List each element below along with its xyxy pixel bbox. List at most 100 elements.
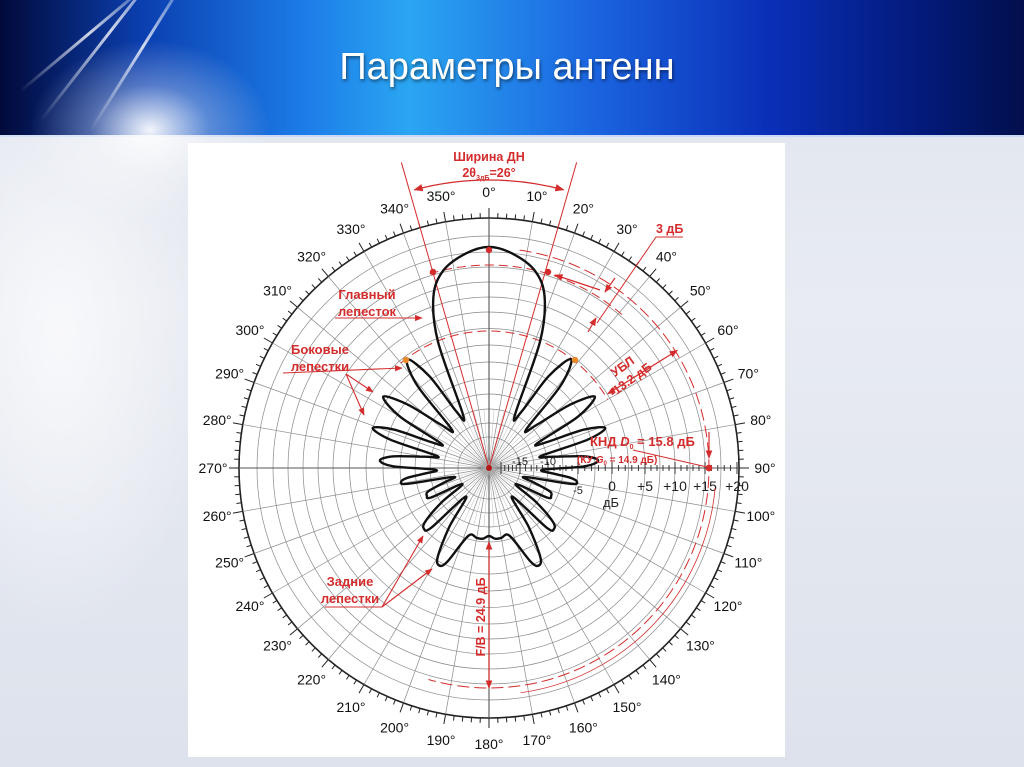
- angle-tick: [717, 569, 723, 573]
- radial-line-minor: [447, 426, 490, 469]
- angle-tick: [243, 397, 249, 400]
- angle-label: 270°: [199, 460, 228, 476]
- angle-label: 0°: [482, 184, 495, 200]
- radial-tick-label: 0: [608, 478, 616, 494]
- angle-tick: [531, 714, 535, 725]
- angle-label: 300°: [235, 322, 264, 338]
- radial-line-minor: [488, 467, 531, 510]
- half-power-arrow: [554, 274, 601, 291]
- radial-line-minor: [488, 467, 495, 527]
- angle-tick: [690, 317, 696, 322]
- radial-line: [403, 232, 490, 469]
- angle-tick: [338, 669, 343, 675]
- angle-tick: [331, 266, 336, 272]
- angle-label: 190°: [427, 732, 456, 748]
- radial-line: [488, 467, 615, 685]
- angle-tick: [565, 225, 569, 231]
- angle-tick: [426, 220, 430, 226]
- radial-line-minor: [488, 467, 505, 526]
- angle-tick: [353, 679, 357, 685]
- radial-line-minor: [454, 419, 490, 469]
- angle-tick: [331, 664, 336, 670]
- angle-tick: [523, 715, 525, 721]
- radial-line-minor: [488, 467, 515, 522]
- slide-title-text: Параметры антенн: [339, 46, 675, 88]
- angle-tick: [621, 679, 625, 685]
- peak-level-circle: [428, 249, 710, 689]
- angle-tick: [409, 705, 413, 711]
- angle-tick: [729, 536, 735, 539]
- angle-label: 170°: [522, 732, 551, 748]
- radial-line: [488, 232, 575, 469]
- angle-tick: [287, 310, 293, 315]
- antenna-radiation-pattern: 0° 10° 20° 30° 40° 50° 60° 70° 80° 90° 100° 110° 120…: [199, 150, 776, 752]
- angle-tick: [717, 363, 723, 367]
- back-lobes-label-2: лепестки: [321, 591, 379, 606]
- radial-line-minor: [431, 467, 490, 484]
- angle-tick: [705, 337, 715, 344]
- angle-tick: [241, 405, 247, 409]
- radial-line-minor: [483, 467, 490, 527]
- back-lobes-label-1: Задние: [327, 574, 374, 589]
- angle-tick: [735, 422, 746, 426]
- angle-label: 20°: [573, 201, 594, 217]
- angle-tick: [613, 684, 620, 694]
- radial-tick-label: -5: [573, 485, 583, 497]
- radial-scale: -15 -10 -5 0 +5 +10 +15 +20: [512, 456, 749, 497]
- angle-tick: [368, 242, 373, 248]
- angle-tick: [299, 297, 304, 302]
- angle-tick: [605, 242, 610, 248]
- beamwidth-value: 2θ3дБ=26°: [462, 166, 515, 182]
- peak-marker: [485, 246, 493, 254]
- angle-tick: [709, 347, 715, 352]
- radial-line: [488, 467, 533, 715]
- angle-tick: [655, 278, 660, 283]
- angle-tick: [453, 715, 455, 721]
- directivity-label: КНД D0 = 15.8 дБ: [590, 434, 695, 451]
- angle-tick: [726, 544, 732, 548]
- angle-label: 280°: [203, 412, 232, 428]
- radial-line: [488, 467, 681, 629]
- radial-line: [403, 467, 490, 704]
- angle-label: 260°: [203, 508, 232, 524]
- angle-tick: [582, 699, 585, 705]
- angle-tick: [259, 577, 265, 581]
- radial-line: [488, 307, 681, 469]
- angle-tick: [305, 290, 310, 295]
- angle-tick: [680, 628, 689, 636]
- half-power-circle: [429, 264, 626, 318]
- radial-tick-label: +5: [637, 478, 653, 494]
- angle-tick: [255, 569, 261, 573]
- radial-tick-label: +15: [693, 478, 717, 494]
- angle-tick: [453, 215, 455, 221]
- angle-tick: [338, 261, 343, 267]
- side-lobes-label-2: лепестки: [291, 359, 349, 374]
- angle-tick: [426, 710, 430, 716]
- angle-tick: [384, 696, 388, 702]
- angle-tick: [705, 592, 715, 599]
- radial-tick-label: +20: [725, 478, 749, 494]
- angle-tick: [557, 708, 560, 714]
- angle-label: 330°: [337, 221, 366, 237]
- radial-line: [272, 342, 490, 469]
- angle-tick: [252, 561, 258, 564]
- angle-tick: [700, 332, 706, 336]
- radial-line-minor: [488, 419, 524, 469]
- angle-tick: [311, 284, 316, 289]
- radial-tick-label: -15: [512, 456, 528, 468]
- side-lobe-arrow: [345, 373, 374, 393]
- half-power-marker-right: [544, 268, 552, 276]
- angle-tick: [232, 510, 243, 514]
- angle-tick: [461, 214, 464, 220]
- radial-line-minor: [488, 426, 531, 469]
- angle-tick: [590, 696, 594, 702]
- side-lobe-marker-right: [571, 356, 579, 364]
- angle-label: 10°: [526, 188, 547, 204]
- radial-line: [363, 251, 490, 469]
- radial-line-minor: [435, 442, 490, 469]
- angle-tick: [574, 702, 579, 713]
- angle-label: 340°: [380, 201, 409, 217]
- radial-line: [445, 467, 490, 715]
- back-lobe-arrow: [381, 535, 424, 608]
